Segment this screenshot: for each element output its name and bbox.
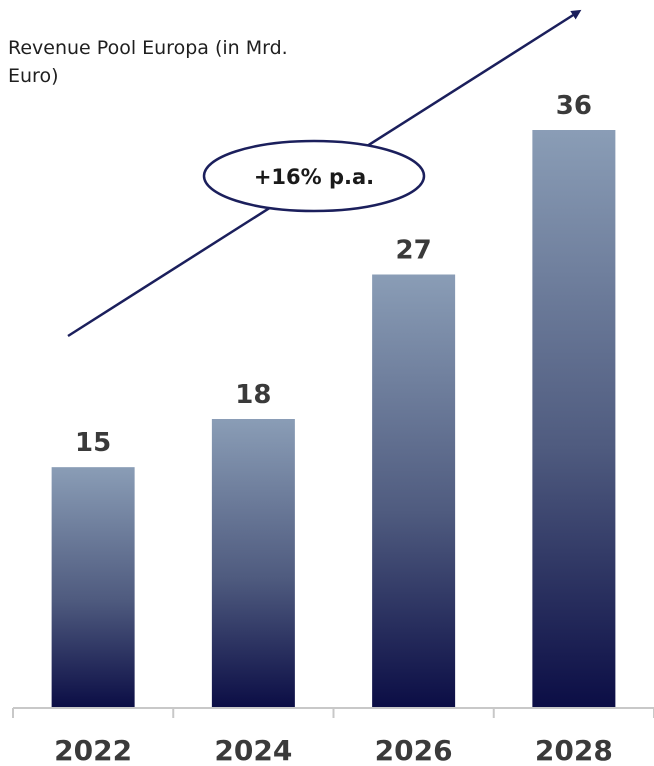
bar-2022: [51, 467, 135, 708]
bar-2028: [532, 130, 616, 708]
value-label-2026: 27: [396, 236, 432, 266]
bars-group: [51, 130, 616, 708]
cagr-label: +16% p.a.: [254, 165, 374, 189]
chart-title: Revenue Pool Europa (in Mrd. Euro): [8, 37, 288, 87]
bar-2024: [211, 419, 295, 708]
x-tick-label-2024: 2024: [214, 734, 292, 766]
bar-2026: [372, 274, 456, 708]
cagr-annotation: +16% p.a.: [67, 9, 582, 338]
value-label-2022: 15: [75, 428, 111, 458]
value-label-2024: 18: [235, 380, 271, 410]
x-tick-label-2028: 2028: [535, 734, 613, 766]
x-tick-label-2026: 2026: [375, 734, 453, 766]
cagr-ellipse: [202, 139, 426, 213]
value-labels-group: 15 18 27 36: [75, 91, 592, 458]
x-tick-label-2022: 2022: [54, 734, 132, 766]
value-label-2028: 36: [556, 91, 592, 121]
x-ticks-group: [12, 708, 654, 718]
x-tick-labels-group: 2022 2024 2026 2028: [54, 734, 613, 766]
